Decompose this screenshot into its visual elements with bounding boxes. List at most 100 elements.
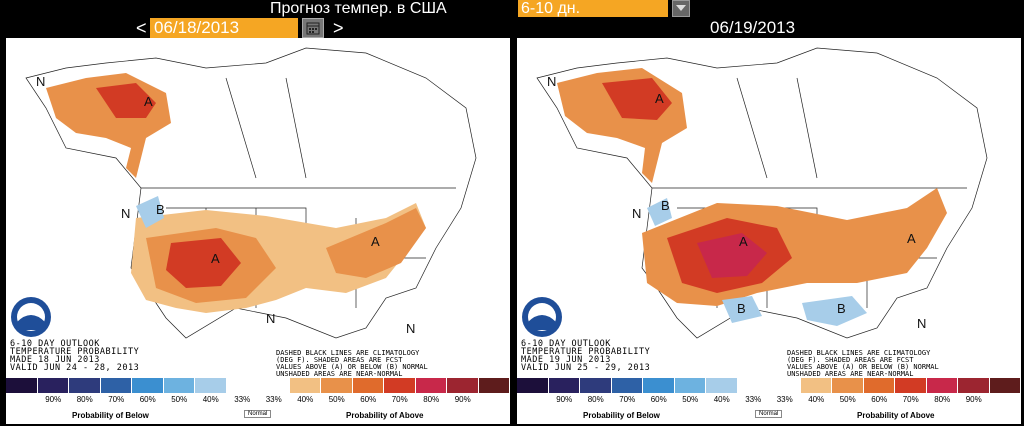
date-input[interactable]: 06/18/2013 bbox=[150, 18, 298, 38]
noaa-logo-icon bbox=[522, 297, 562, 337]
note-line: VALUES ABOVE (A) OR BELOW (B) NORMAL bbox=[787, 363, 939, 371]
temperature-outlook-map: A A A B N N N N bbox=[25, 47, 477, 339]
legend-swatch bbox=[517, 378, 549, 393]
temperature-outlook-map: A A A B B B N N N bbox=[536, 47, 988, 339]
above-normal-label: A bbox=[144, 94, 153, 109]
legend-swatch bbox=[195, 378, 227, 393]
legend-ticks: 90% 80% 70% 60% 50% 40% 33% 33% 40% 50% 60% 70% 80% 9… bbox=[6, 395, 510, 407]
legend-tick: 80% bbox=[934, 395, 951, 404]
legend-swatch bbox=[352, 378, 384, 393]
legend-swatch bbox=[611, 378, 643, 393]
legend-tick: 33% bbox=[265, 395, 282, 404]
calendar-icon[interactable] bbox=[302, 18, 324, 38]
legend-tick: 40% bbox=[202, 395, 219, 404]
below-normal-label: B bbox=[737, 301, 746, 316]
valid-range: VALID JUN 25 - 29, 2013 bbox=[521, 363, 651, 373]
legend-swatch bbox=[321, 378, 353, 393]
legend-swatch bbox=[415, 378, 447, 393]
legend-tick: 50% bbox=[682, 395, 699, 404]
legend-swatch bbox=[226, 378, 258, 393]
near-normal-label: N bbox=[917, 316, 926, 331]
outlook-caption: 6-10 DAY OUTLOOK TEMPERATURE PROBABILITY… bbox=[10, 340, 139, 373]
above-normal-label: A bbox=[907, 231, 916, 246]
legend-normal-label: Normal bbox=[755, 410, 783, 418]
near-normal-label: N bbox=[121, 206, 130, 221]
probability-legend: 90% 80% 70% 60% 50% 40% 33% 33% 40% 50% 60% 70% 80% 9… bbox=[517, 378, 1021, 424]
legend-below-label: Probability of Below bbox=[583, 411, 660, 420]
legend-swatch bbox=[478, 378, 510, 393]
legend-swatch bbox=[69, 378, 101, 393]
legend-tick: 90% bbox=[45, 395, 62, 404]
legend-tick: 90% bbox=[454, 395, 471, 404]
page-title: Прогноз темпер. в США bbox=[270, 0, 447, 17]
note-line: DASHED BLACK LINES ARE CLIMATOLOGY bbox=[276, 349, 420, 357]
shade-above-east bbox=[326, 208, 426, 278]
legend-swatch bbox=[258, 378, 290, 393]
probability-legend: 90% 80% 70% 60% 50% 40% 33% 33% 40% 50% 60% 70% 80% 9… bbox=[6, 378, 510, 424]
outlook-subheading: TEMPERATURE PROBABILITY bbox=[521, 347, 651, 357]
legend-ticks: 90% 80% 70% 60% 50% 40% 33% 33% 40% 50% 60% 70% 80% 9… bbox=[517, 395, 1021, 407]
legend-swatch bbox=[132, 378, 164, 393]
above-normal-label: A bbox=[655, 91, 664, 106]
legend-tick: 80% bbox=[587, 395, 604, 404]
legend-tick: 60% bbox=[871, 395, 888, 404]
legend-swatch bbox=[447, 378, 479, 393]
next-date-button[interactable]: > bbox=[333, 18, 344, 38]
near-normal-label: N bbox=[36, 74, 45, 89]
note-line: (DEG F). SHADED AREAS ARE FCST bbox=[276, 356, 403, 364]
above-normal-label: A bbox=[739, 234, 748, 249]
shade-below-sw bbox=[722, 296, 762, 323]
note-line: (DEG F). SHADED AREAS ARE FCST bbox=[787, 356, 914, 364]
legend-swatch bbox=[580, 378, 612, 393]
shade-above-alaska-core bbox=[96, 83, 156, 118]
legend-swatch bbox=[674, 378, 706, 393]
legend-tick: 70% bbox=[902, 395, 919, 404]
legend-swatch bbox=[832, 378, 864, 393]
legend-tick: 70% bbox=[108, 395, 125, 404]
note-line: DASHED BLACK LINES ARE CLIMATOLOGY bbox=[787, 349, 931, 357]
below-normal-label: B bbox=[156, 202, 165, 217]
legend-above-label: Probability of Above bbox=[346, 411, 424, 420]
legend-swatch bbox=[863, 378, 895, 393]
legend-tick: 33% bbox=[776, 395, 793, 404]
legend-tick: 90% bbox=[965, 395, 982, 404]
below-normal-label: B bbox=[837, 301, 846, 316]
legend-tick: 50% bbox=[839, 395, 856, 404]
legend-swatch bbox=[643, 378, 675, 393]
shade-below-nw bbox=[136, 196, 164, 228]
below-normal-label: B bbox=[661, 198, 670, 213]
legend-tick: 80% bbox=[423, 395, 440, 404]
previous-date-button[interactable]: < bbox=[136, 18, 147, 38]
legend-tick: 50% bbox=[171, 395, 188, 404]
chevron-down-icon[interactable] bbox=[672, 0, 690, 17]
legend-tick: 40% bbox=[713, 395, 730, 404]
outlook-heading: 6-10 DAY OUTLOOK bbox=[521, 339, 611, 349]
legend-swatch bbox=[989, 378, 1021, 393]
note-line: UNSHADED AREAS ARE NEAR-NORMAL bbox=[787, 370, 914, 378]
legend-tick: 80% bbox=[76, 395, 93, 404]
above-normal-label: A bbox=[211, 251, 220, 266]
legend-swatches bbox=[6, 378, 510, 393]
legend-swatches bbox=[517, 378, 1021, 393]
legend-below-label: Probability of Below bbox=[72, 411, 149, 420]
map-notes: DASHED BLACK LINES ARE CLIMATOLOGY (DEG … bbox=[276, 350, 428, 378]
near-normal-label: N bbox=[632, 206, 641, 221]
legend-tick: 70% bbox=[391, 395, 408, 404]
legend-normal-label: Normal bbox=[244, 410, 272, 418]
legend-swatch bbox=[706, 378, 738, 393]
legend-swatch bbox=[163, 378, 195, 393]
legend-tick: 90% bbox=[556, 395, 573, 404]
legend-swatch bbox=[37, 378, 69, 393]
near-normal-label: N bbox=[406, 321, 415, 336]
legend-tick: 40% bbox=[297, 395, 314, 404]
near-normal-label: N bbox=[547, 74, 556, 89]
map-notes: DASHED BLACK LINES ARE CLIMATOLOGY (DEG … bbox=[787, 350, 939, 378]
outlook-map-right: A A A B B B N N N 6-10 DAY OUTLOOK TEMPERATURE P… bbox=[517, 38, 1021, 424]
legend-tick: 40% bbox=[808, 395, 825, 404]
note-line: VALUES ABOVE (A) OR BELOW (B) NORMAL bbox=[276, 363, 428, 371]
legend-swatch bbox=[289, 378, 321, 393]
forecast-period-select[interactable]: 6-10 дн. bbox=[518, 0, 668, 17]
made-date: MADE 19 JUN 2013 bbox=[521, 355, 611, 365]
shade-below-nw bbox=[647, 198, 672, 226]
legend-tick: 60% bbox=[139, 395, 156, 404]
